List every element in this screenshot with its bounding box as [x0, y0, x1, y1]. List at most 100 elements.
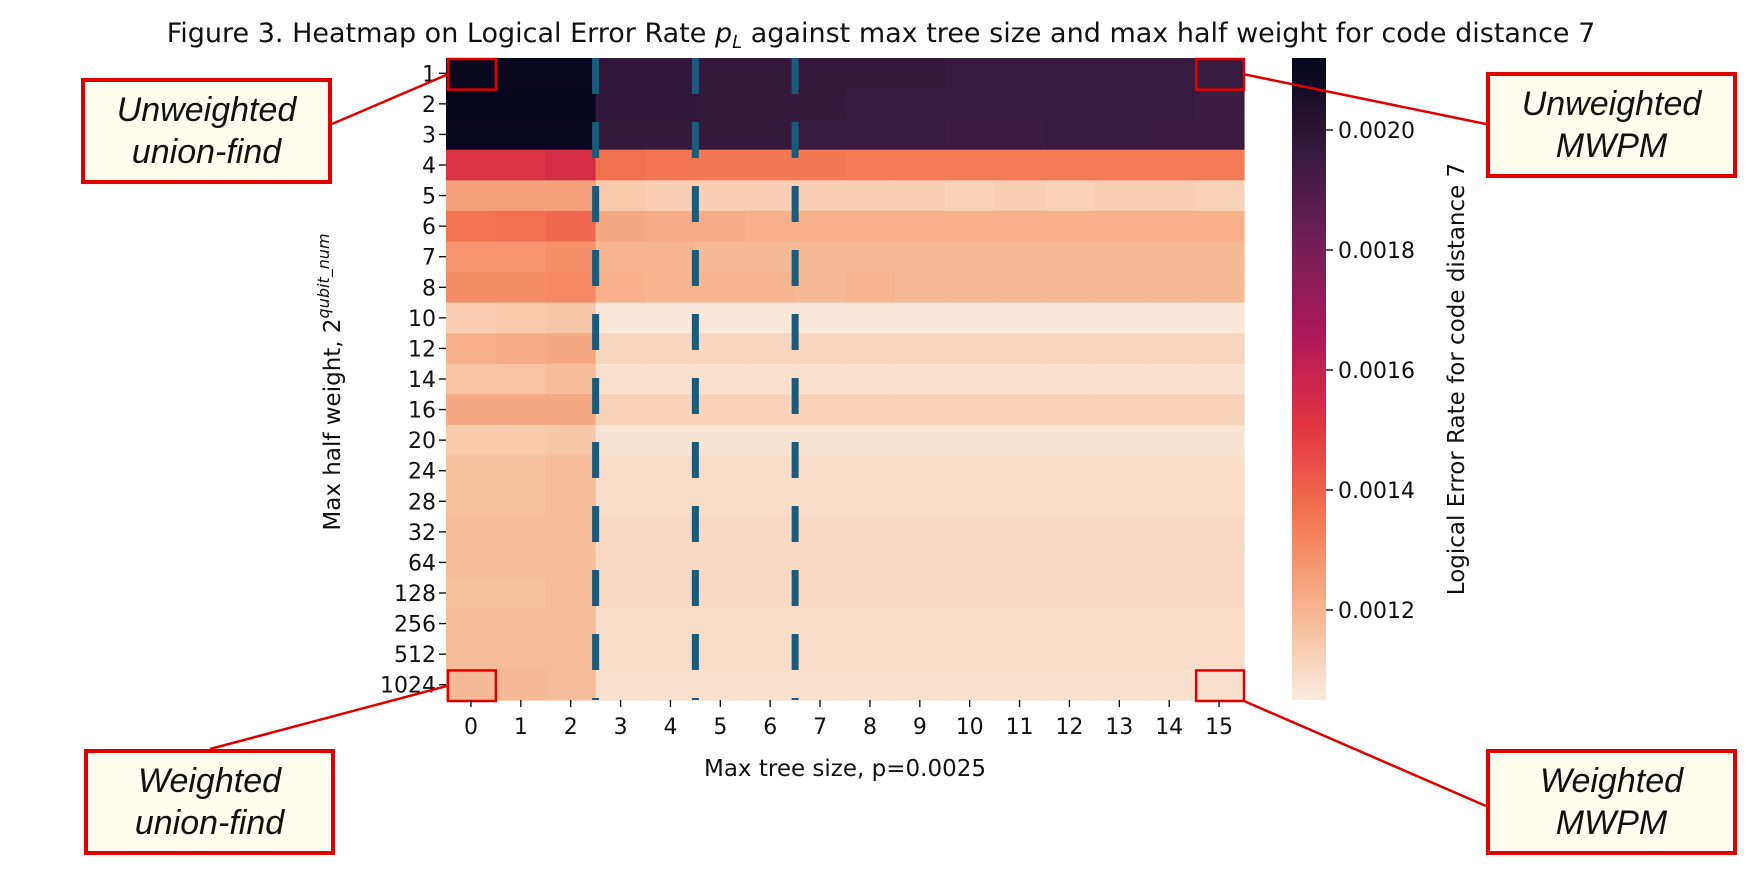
heatmap-cell [446, 394, 497, 426]
heatmap-cell [1094, 455, 1145, 487]
heatmap-cell [944, 149, 996, 181]
heatmap-cell [994, 302, 1046, 334]
heatmap-cell [595, 577, 647, 609]
heatmap-cell [745, 455, 796, 487]
connector-line [209, 684, 449, 751]
x-tick-label: 11 [1006, 715, 1034, 740]
heatmap-cell [994, 149, 1046, 181]
x-tick-label: 8 [863, 715, 877, 740]
heatmap-cell [1044, 516, 1095, 548]
heatmap-cell [446, 241, 497, 273]
heatmap-cell [994, 88, 1046, 120]
heatmap-cell [645, 486, 696, 518]
heatmap-cell [545, 669, 597, 701]
heatmap-cell [495, 241, 547, 273]
heatmap-cell [745, 58, 796, 90]
heatmap-cell [1094, 638, 1145, 671]
connector-line [1243, 699, 1487, 808]
heatmap-cell [545, 210, 597, 243]
heatmap-cell [795, 547, 846, 579]
heatmap-cell [545, 547, 597, 579]
heatmap-cell [994, 119, 1046, 151]
heatmap-cell [745, 486, 796, 518]
heatmap-cell [994, 241, 1046, 273]
heatmap-cell [1044, 119, 1095, 151]
heatmap-cell [1094, 88, 1145, 120]
heatmap-cell [1094, 424, 1145, 457]
y-tick-label: 2 [422, 93, 436, 118]
heatmap-cell [944, 516, 996, 548]
heatmap-cell [1144, 669, 1195, 701]
heatmap-cell [695, 58, 746, 90]
colorbar-tick-label: 0.0018 [1338, 239, 1415, 264]
y-tick-label: 128 [394, 582, 436, 607]
heatmap-cell [795, 58, 846, 90]
heatmap-cell [1194, 577, 1245, 609]
x-tick-label: 14 [1155, 715, 1183, 740]
x-tick-label: 0 [464, 715, 478, 740]
heatmap-cell [894, 638, 946, 671]
y-tick-label: 12 [408, 337, 436, 362]
heatmap-cell [495, 88, 547, 120]
heatmap-cell [695, 241, 746, 273]
heatmap-cell [595, 669, 647, 701]
callout-connectors [209, 73, 1487, 808]
heatmap-cell [645, 180, 696, 212]
heatmap-cell [745, 424, 796, 457]
heatmap-cell [894, 333, 946, 365]
heatmap-cell [1194, 669, 1245, 701]
heatmap-cell [845, 88, 896, 120]
heatmap-cell [545, 394, 597, 426]
heatmap-cell [894, 149, 946, 181]
heatmap-cell [845, 547, 896, 579]
heatmap-cell [446, 669, 497, 701]
heatmap-cell [745, 363, 796, 395]
heatmap-cell [545, 119, 597, 151]
heatmap-cell [994, 577, 1046, 609]
heatmap-cell [795, 424, 846, 457]
heatmap-cell [795, 486, 846, 518]
y-tick-label: 16 [408, 399, 436, 424]
heatmap-cell [1144, 455, 1195, 487]
heatmap-cell [695, 455, 746, 487]
callout-line: Weighted [1539, 762, 1684, 800]
heatmap-cell [446, 210, 497, 243]
y-tick-label: 28 [408, 490, 436, 515]
heatmap-cell [1144, 486, 1195, 518]
y-tick-label: 7 [422, 246, 436, 271]
heatmap-cell [1194, 272, 1245, 304]
heatmap-cell [944, 455, 996, 487]
callout-weighted-mwpm: Weighted MWPM [1486, 749, 1737, 855]
heatmap-cell [944, 302, 996, 334]
heatmap-cell [545, 180, 597, 212]
heatmap-cell [1044, 149, 1095, 181]
heatmap-cell [795, 455, 846, 487]
heatmap-cell [495, 486, 547, 518]
heatmap-cell [645, 272, 696, 304]
heatmap-cell [645, 608, 696, 640]
heatmap-cell [894, 394, 946, 426]
heatmap-cell [1194, 241, 1245, 273]
heatmap-cell [595, 424, 647, 457]
heatmap-cell [495, 180, 547, 212]
heatmap-cell [795, 608, 846, 640]
heatmap-cell [894, 669, 946, 701]
heatmap-cell [845, 272, 896, 304]
heatmap-cell [1094, 119, 1145, 151]
callout-line: Unweighted [116, 91, 297, 129]
heatmap-cell [695, 577, 746, 609]
heatmap-cell [695, 302, 746, 334]
heatmap-cell [446, 272, 497, 304]
heatmap-cell [1144, 333, 1195, 365]
x-tick-label: 3 [614, 715, 628, 740]
colorbar-tick-label: 0.0014 [1338, 479, 1415, 504]
heatmap-cell [894, 241, 946, 273]
heatmap-cell [1044, 608, 1095, 640]
heatmap-cell [645, 363, 696, 395]
heatmap-cell [944, 669, 996, 701]
heatmap-cell [495, 58, 547, 90]
heatmap-cell [1094, 180, 1145, 212]
heatmap-cell [1044, 210, 1095, 243]
heatmap-cell [795, 241, 846, 273]
heatmap-cell [695, 149, 746, 181]
